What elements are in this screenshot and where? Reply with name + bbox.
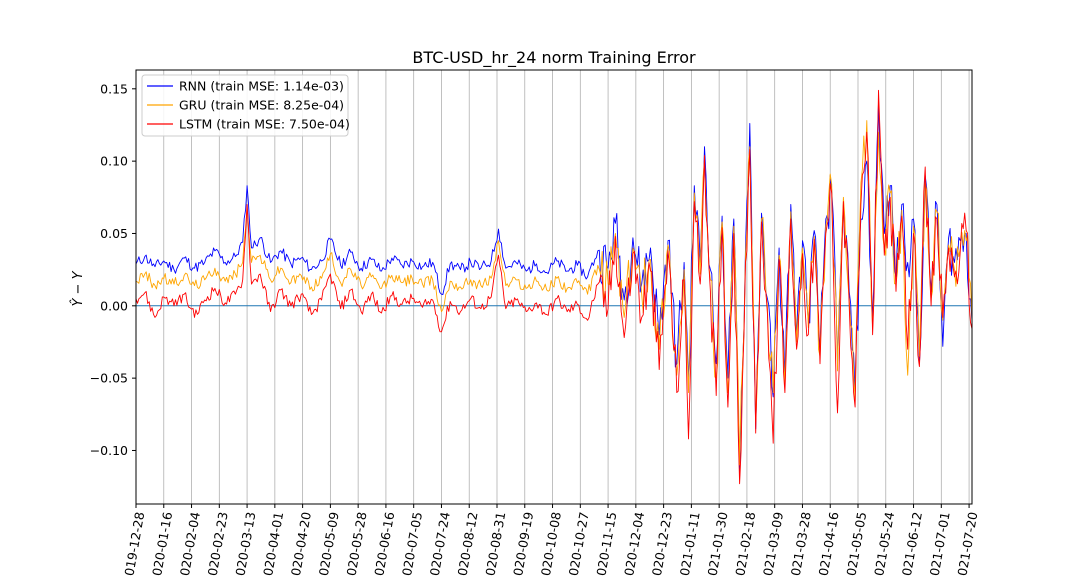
x-tick-label: 2020-01-16	[148, 511, 175, 576]
x-tick-label: 2021-04-16	[814, 511, 841, 576]
series-line-gru	[135, 120, 973, 466]
x-tick-label: 2020-10-27	[564, 511, 591, 576]
x-tick-label: 2020-05-28	[342, 511, 369, 576]
x-tick-label: 2020-09-19	[509, 511, 536, 576]
x-tick-label: 2021-05-24	[870, 511, 897, 576]
y-tick-label: 0.10	[100, 154, 128, 169]
grid	[135, 70, 970, 504]
y-axis-label: Ŷ − Y	[70, 270, 86, 306]
x-tick-label: 2021-07-01	[925, 511, 952, 576]
y-tick-label: 0.05	[100, 226, 128, 241]
y-axis-label-y: Y	[71, 270, 86, 279]
x-tick-label: 2020-08-12	[453, 511, 480, 576]
x-tick-label: 2020-02-23	[203, 511, 230, 576]
x-axis-ticks: 2019-12-28 2020-01-16 2020-02-04 2020-02-23…	[120, 504, 980, 576]
y-tick-label: 0.00	[100, 298, 128, 313]
x-tick-label: 2020-12-04	[620, 511, 647, 576]
legend-label: LSTM (train MSE: 7.50e-04)	[179, 117, 350, 132]
chart-title: BTC-USD_hr_24 norm Training Error	[412, 48, 696, 68]
series-group	[135, 89, 973, 485]
x-tick-label: 2020-11-15	[592, 511, 619, 576]
y-tick-label: −0.05	[90, 371, 128, 386]
x-tick-label: 2020-05-09	[314, 511, 341, 576]
legend: RNN (train MSE: 1.14e-03) GRU (train MSE:…	[141, 74, 350, 137]
x-tick-label: 2021-02-18	[731, 511, 758, 576]
x-tick-label: 2020-06-16	[370, 511, 397, 576]
y-axis-label-yhat: Ŷ	[70, 298, 86, 307]
x-tick-label: 2021-03-09	[759, 511, 786, 576]
y-axis-label-minus: −	[71, 284, 86, 295]
x-tick-label: 2020-07-24	[425, 511, 452, 576]
x-tick-label: 2020-02-04	[176, 511, 203, 576]
x-tick-label: 2020-10-08	[537, 511, 564, 576]
x-tick-label: 2021-06-12	[898, 511, 925, 576]
x-tick-label: 2019-12-28	[120, 511, 147, 576]
legend-box	[141, 74, 349, 137]
series-line-rnn	[135, 102, 973, 477]
y-axis-ticks: −0.10 −0.05 0.00 0.05 0.10 0.15	[90, 81, 136, 458]
x-tick-label: 2020-04-20	[287, 511, 314, 576]
x-tick-label: 2021-01-30	[703, 511, 730, 576]
plot-frame	[135, 69, 973, 505]
x-tick-label: 2021-07-20	[953, 511, 980, 576]
y-tick-label: 0.15	[100, 81, 128, 96]
x-tick-label: 2020-03-13	[231, 511, 258, 576]
x-tick-label: 2021-01-11	[675, 511, 702, 576]
x-tick-label: 2021-05-05	[842, 511, 869, 576]
series-line-lstm	[135, 89, 973, 485]
x-tick-label: 2020-12-23	[648, 511, 675, 576]
x-tick-label: 2021-03-28	[786, 511, 813, 576]
x-tick-label: 2020-08-31	[481, 511, 508, 576]
x-tick-label: 2020-07-05	[398, 511, 425, 576]
y-tick-label: −0.10	[90, 443, 128, 458]
legend-label: GRU (train MSE: 8.25e-04)	[179, 98, 344, 113]
x-tick-label: 2020-04-01	[259, 511, 286, 576]
legend-label: RNN (train MSE: 1.14e-03)	[179, 79, 344, 94]
